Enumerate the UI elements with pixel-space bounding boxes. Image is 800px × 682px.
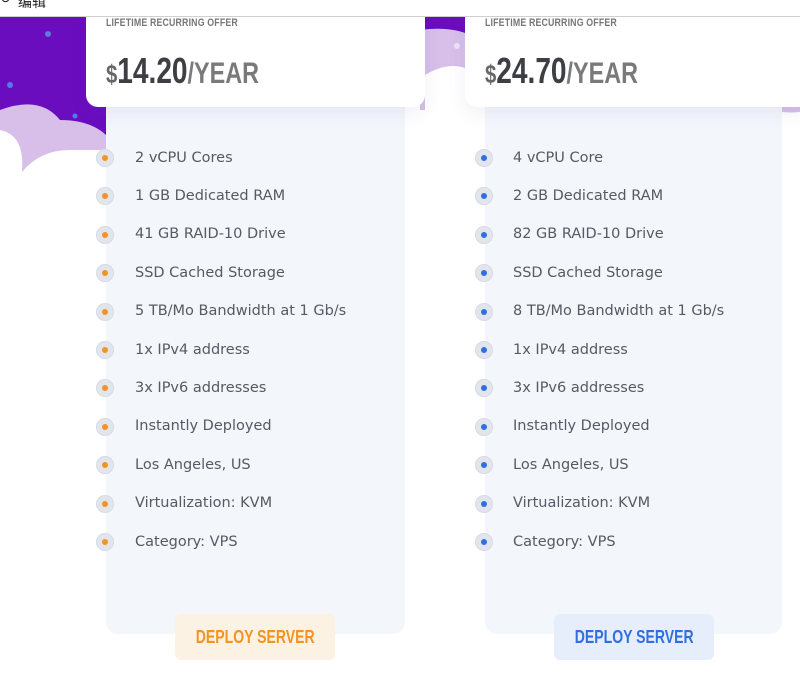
price-period: /YEAR [566,57,639,90]
bullet-icon [96,379,114,398]
bullet-icon [475,456,493,475]
feature-item: 4 vCPU Core [513,149,604,166]
plan-card-body [485,100,782,634]
toolbar: ↻ 编辑 [0,0,800,17]
bullet-icon [475,225,493,244]
price-currency: $ [106,59,118,89]
bullet-icon [475,417,493,436]
price-amount: 14.20 [117,50,188,91]
bullet-icon [475,379,493,398]
feature-item: SSD Cached Storage [135,264,285,281]
feature-item: Instantly Deployed [135,418,272,435]
bullet-icon [96,494,114,513]
bullet-icon [96,417,114,436]
price-period: /YEAR [187,57,260,90]
feature-item: 3x IPv6 addresses [135,379,267,396]
feature-item: 82 GB RAID-10 Drive [513,226,664,243]
button-label: DEPLOY SERVER [195,626,315,647]
feature-item: 1x IPv4 address [513,341,628,358]
feature-item: 1 GB Dedicated RAM [135,187,286,204]
feature-item: Los Angeles, US [513,456,629,473]
feature-item: Category: VPS [513,533,616,550]
feature-item: Virtualization: KVM [135,495,273,512]
deploy-server-button[interactable]: DEPLOY SERVER [175,614,335,660]
feature-item: 5 TB/Mo Bandwidth at 1 Gb/s [135,303,347,320]
bullet-icon [475,187,493,206]
price: $24.70/YEAR [485,50,638,92]
feature-item: 1x IPv4 address [135,341,250,358]
feature-item: Virtualization: KVM [513,495,651,512]
feature-item: 8 TB/Mo Bandwidth at 1 Gb/s [513,303,725,320]
price-amount: 24.70 [496,50,567,91]
bullet-icon [475,302,493,321]
offer-label: LIFETIME RECURRING OFFER [106,17,238,29]
offer-label: LIFETIME RECURRING OFFER [485,17,617,29]
bullet-icon [475,341,493,359]
feature-item: 3x IPv6 addresses [513,379,645,396]
plan-card-header: LIFETIME RECURRING OFFER $24.70/YEAR [465,0,800,107]
feature-item: Category: VPS [135,533,238,550]
price-currency: $ [485,59,497,89]
edit-label[interactable]: 编辑 [18,0,46,11]
plan-card-body [106,100,405,634]
bullet-icon [96,264,114,283]
feature-item: Los Angeles, US [135,456,251,473]
price: $14.20/YEAR [106,50,259,92]
bullet-icon [96,456,114,475]
button-label: DEPLOY SERVER [574,626,694,647]
bullet-icon [475,149,493,167]
bullet-icon [96,149,114,167]
bullet-icon [475,264,493,283]
bullet-icon [475,494,493,513]
plan-card-header: LIFETIME RECURRING OFFER $14.20/YEAR [86,0,425,107]
feature-item: 41 GB RAID-10 Drive [135,226,286,243]
feature-item: 2 GB Dedicated RAM [513,187,664,204]
feature-item: SSD Cached Storage [513,264,663,281]
deploy-server-button[interactable]: DEPLOY SERVER [554,614,714,660]
bullet-icon [96,225,114,244]
bullet-icon [96,533,114,551]
bullet-icon [96,302,114,321]
feature-item: 2 vCPU Cores [135,149,233,166]
bullet-icon [475,533,493,551]
refresh-icon[interactable]: ↻ [0,0,11,7]
bullet-icon [96,341,114,359]
bullet-icon [96,187,114,206]
feature-item: Instantly Deployed [513,418,650,435]
